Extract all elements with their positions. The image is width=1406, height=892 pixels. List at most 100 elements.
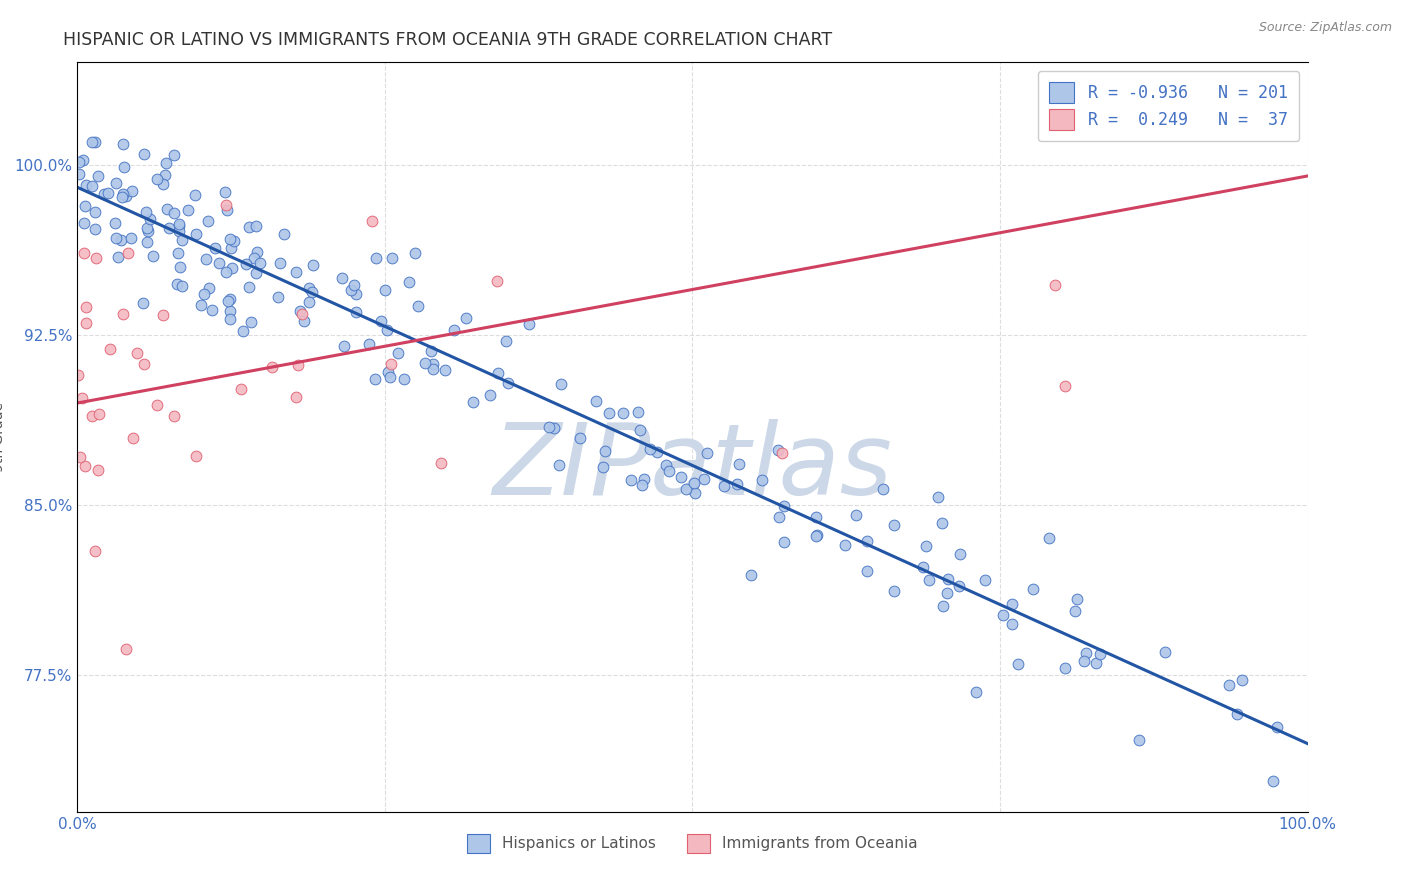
Point: [1085, 657, 1108, 671]
Point: [1038, 531, 1060, 545]
Point: [111, 307, 134, 321]
Point: [104, 216, 127, 230]
Point: [377, 365, 399, 379]
Point: [163, 206, 186, 220]
Point: [834, 538, 856, 552]
Point: [214, 198, 236, 212]
Point: [70, 392, 93, 406]
Point: [186, 449, 208, 463]
Point: [693, 471, 716, 485]
Point: [75, 300, 97, 314]
Point: [973, 573, 995, 587]
Point: [1001, 616, 1024, 631]
Point: [93, 186, 115, 201]
Point: [932, 599, 955, 613]
Point: [1064, 604, 1087, 618]
Point: [740, 568, 762, 582]
Point: [387, 345, 409, 359]
Point: [543, 420, 565, 434]
Point: [152, 308, 174, 322]
Point: [298, 294, 321, 309]
Point: [84, 544, 107, 558]
Point: [262, 359, 284, 374]
Point: [496, 376, 519, 391]
Point: [121, 184, 143, 198]
Point: [287, 358, 309, 372]
Point: [157, 221, 180, 235]
Point: [595, 443, 617, 458]
Point: [683, 486, 706, 500]
Point: [1230, 673, 1253, 688]
Point: [550, 376, 572, 391]
Point: [224, 234, 246, 248]
Point: [612, 406, 634, 420]
Point: [845, 508, 868, 522]
Point: [111, 187, 134, 202]
Point: [201, 303, 224, 318]
Point: [145, 398, 167, 412]
Point: [1218, 678, 1240, 692]
Point: [69, 450, 91, 464]
Point: [291, 307, 314, 321]
Point: [1053, 661, 1076, 675]
Point: [167, 217, 190, 231]
Point: [146, 172, 169, 186]
Point: [918, 573, 941, 587]
Point: [378, 369, 401, 384]
Point: [751, 474, 773, 488]
Point: [413, 356, 436, 370]
Point: [135, 205, 157, 219]
Point: [80, 409, 103, 423]
Point: [186, 227, 208, 241]
Point: [638, 442, 661, 456]
Point: [105, 176, 128, 190]
Point: [927, 491, 949, 505]
Text: Source: ZipAtlas.com: Source: ZipAtlas.com: [1258, 21, 1392, 34]
Point: [73, 245, 96, 260]
Point: [936, 572, 959, 586]
Point: [478, 388, 501, 402]
Point: [1143, 113, 1166, 128]
Point: [139, 212, 162, 227]
Point: [73, 199, 96, 213]
Point: [132, 295, 155, 310]
Point: [381, 251, 404, 265]
Point: [67, 368, 90, 382]
Point: [1090, 647, 1112, 661]
Point: [221, 261, 243, 276]
Point: [75, 458, 97, 473]
Point: [67, 167, 90, 181]
Point: [911, 559, 934, 574]
Point: [172, 233, 194, 247]
Point: [87, 169, 110, 183]
Point: [166, 277, 188, 291]
Point: [298, 280, 321, 294]
Point: [537, 420, 560, 434]
Point: [454, 311, 477, 326]
Point: [163, 148, 186, 162]
Point: [217, 294, 239, 309]
Point: [965, 685, 987, 699]
Point: [75, 316, 97, 330]
Point: [485, 274, 508, 288]
Point: [394, 371, 416, 385]
Point: [364, 372, 387, 386]
Point: [190, 298, 212, 312]
Point: [592, 460, 614, 475]
Point: [170, 278, 193, 293]
Point: [245, 266, 267, 280]
Point: [1076, 647, 1098, 661]
Point: [935, 586, 957, 600]
Point: [598, 406, 620, 420]
Point: [166, 246, 188, 260]
Point: [249, 256, 271, 270]
Point: [872, 482, 894, 496]
Point: [72, 153, 94, 167]
Point: [631, 478, 654, 492]
Point: [855, 564, 877, 578]
Point: [360, 214, 382, 228]
Point: [1045, 277, 1067, 292]
Point: [167, 224, 190, 238]
Point: [217, 202, 239, 217]
Point: [112, 160, 135, 174]
